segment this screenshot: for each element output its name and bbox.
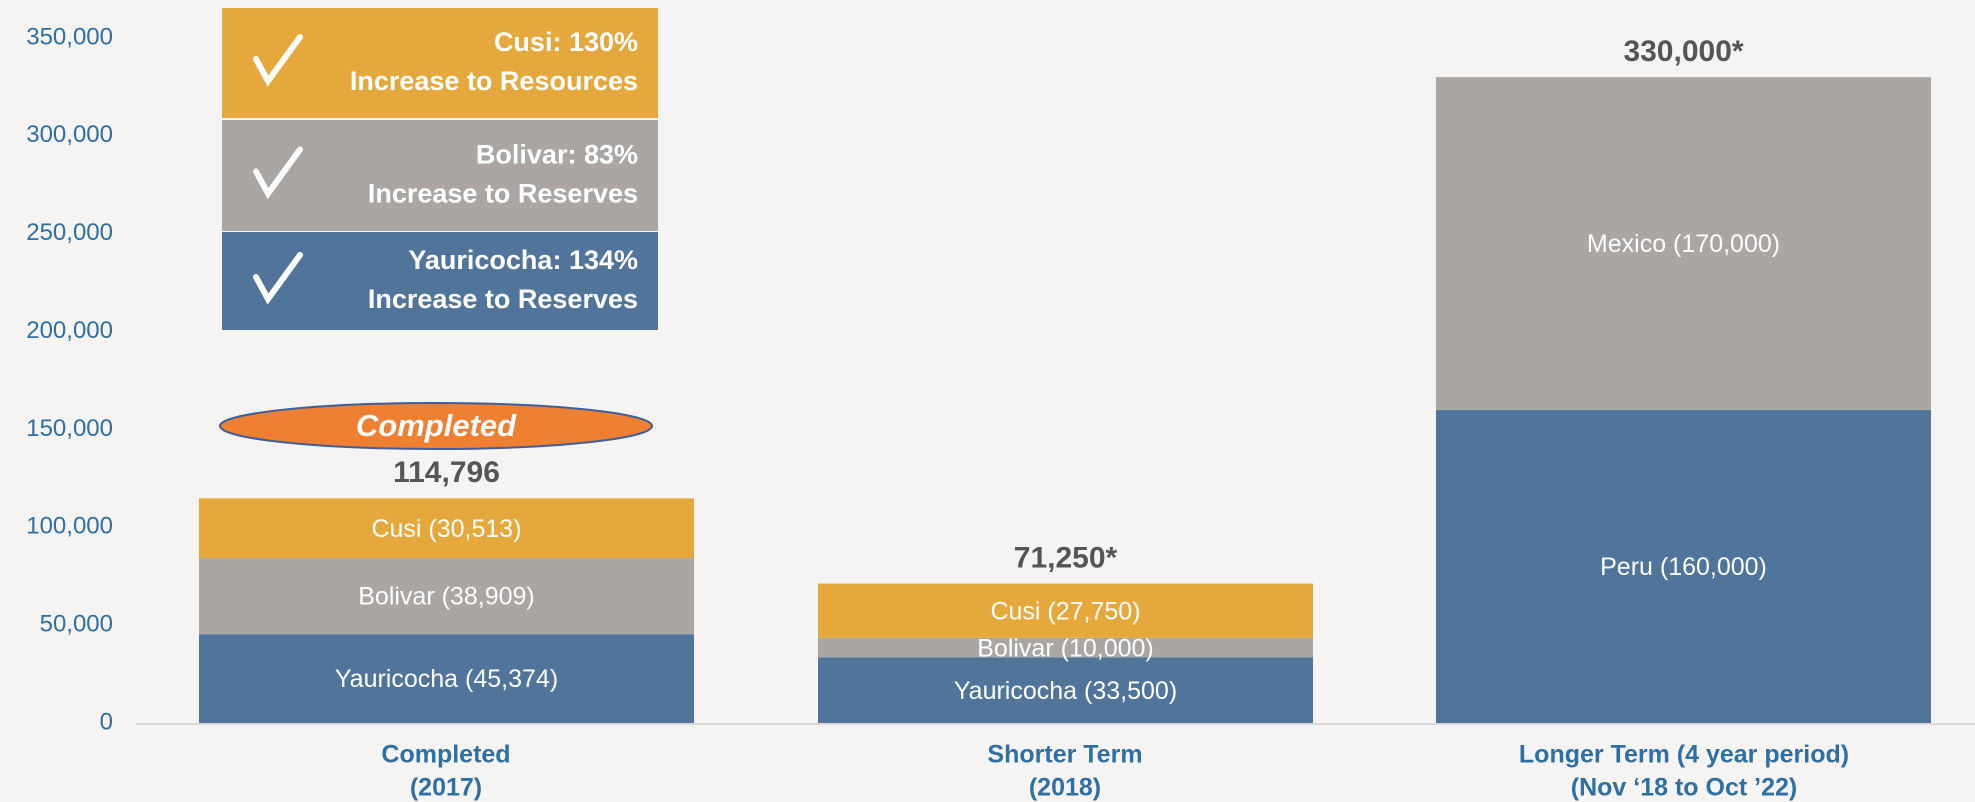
x-tick-label: (2017) — [410, 774, 482, 802]
total-label: 114,796 — [393, 456, 500, 489]
bar-segment — [1436, 409, 1931, 723]
bar-segment — [818, 583, 1313, 638]
x-tick-label: Longer Term (4 year period) — [1519, 741, 1849, 769]
x-tick-label: Completed — [381, 741, 510, 769]
bar-segment — [199, 558, 694, 635]
badge — [219, 402, 653, 450]
bar-segment — [1436, 77, 1931, 410]
bar-segment — [199, 634, 694, 723]
check-mark — [253, 34, 303, 87]
check-mark — [253, 146, 303, 200]
y-tick-label: 0 — [100, 708, 113, 735]
x-tick-label: Shorter Term — [987, 741, 1142, 769]
y-tick-label: 150,000 — [26, 415, 113, 442]
segment-label: Bolivar (10,000) — [977, 634, 1153, 662]
x-tick-label: (Nov ‘18 to Oct ’22) — [1571, 774, 1797, 802]
segment-label: Yauricocha (33,500) — [954, 677, 1177, 705]
y-tick-label: 50,000 — [40, 610, 113, 637]
annotation-box — [222, 8, 658, 118]
segment-label: Bolivar (38,909) — [358, 583, 534, 611]
annotation-box — [222, 120, 658, 231]
bar-segment — [818, 657, 1313, 723]
annotation-title: Yauricocha: 134% — [408, 245, 638, 275]
y-tick-label: 250,000 — [26, 219, 113, 246]
badge-label: Completed — [356, 408, 517, 443]
segment-label: Cusi (30,513) — [371, 515, 521, 543]
check-mark — [253, 252, 303, 305]
annotation-title: Bolivar: 83% — [476, 140, 638, 170]
y-tick-label: 200,000 — [26, 317, 113, 344]
annotation-box — [222, 232, 658, 330]
annotation-text: Increase to Reserves — [368, 179, 638, 209]
annotation-text: Increase to Resources — [350, 66, 638, 96]
segment-label: Peru (160,000) — [1600, 553, 1767, 581]
total-label: 71,250* — [1014, 541, 1118, 574]
y-tick-label: 100,000 — [26, 513, 113, 540]
segment-label: Yauricocha (45,374) — [335, 665, 558, 693]
y-tick-label: 300,000 — [26, 121, 113, 148]
segment-label: Cusi (27,750) — [990, 597, 1140, 625]
annotation-text: Increase to Reserves — [368, 284, 638, 314]
total-label: 330,000* — [1623, 35, 1743, 68]
bar-segment — [818, 637, 1313, 658]
x-tick-label: (2018) — [1029, 774, 1101, 802]
bar-segment — [199, 498, 694, 559]
annotation-title: Cusi: 130% — [494, 27, 638, 57]
y-tick-label: 350,000 — [26, 23, 113, 50]
segment-label: Mexico (170,000) — [1587, 230, 1780, 258]
